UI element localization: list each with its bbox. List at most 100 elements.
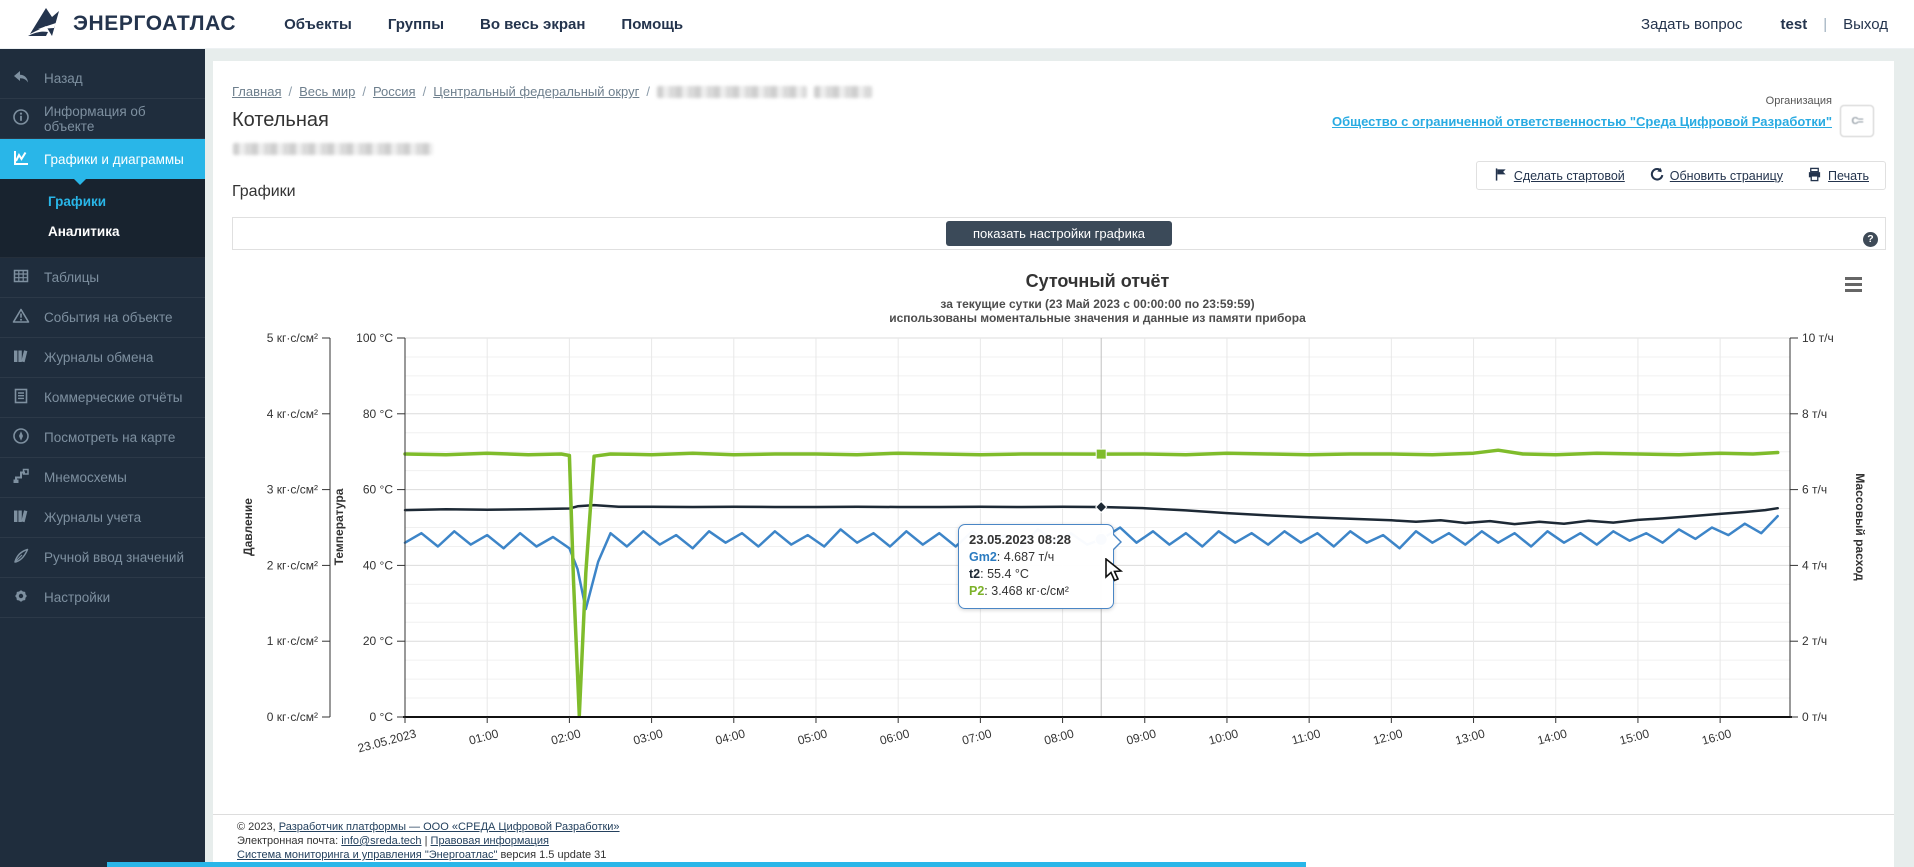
refresh-page-button[interactable]: Обновить страницу xyxy=(1649,167,1783,185)
svg-text:07:00: 07:00 xyxy=(961,726,994,747)
svg-text:10 т/ч: 10 т/ч xyxy=(1802,331,1834,345)
sidebar-item-label: Информация об объекте xyxy=(44,103,146,134)
footer-line-contacts: Электронная почта: info@sreda.tech | Пра… xyxy=(237,835,549,847)
chart-tooltip: 23.05.2023 08:28 Gm2: 4.687 т/ч t2: 55.4… xyxy=(958,524,1122,609)
chart-canvas[interactable]: 5 кг·с/см² 100 °C 10 т/ч 4 кг·с/см² 80 °C 8 т… xyxy=(213,255,1894,805)
organization-block: Организация Общество с ограниченной отве… xyxy=(1332,91,1874,137)
sidebar-item-exchange-journals[interactable]: Журналы обмена xyxy=(0,338,205,378)
section-title-graphs: Графики xyxy=(232,183,296,200)
sidebar-item-commercial-reports[interactable]: Коммерческие отчёты xyxy=(0,378,205,418)
organization-label: Организация xyxy=(1765,95,1832,107)
logout-link[interactable]: Выход xyxy=(1843,15,1888,33)
series-t2 xyxy=(403,503,1779,526)
menu-item-groups[interactable]: Группы xyxy=(387,15,444,33)
svg-text:4 т/ч: 4 т/ч xyxy=(1802,558,1827,572)
svg-text:12:00: 12:00 xyxy=(1371,726,1404,747)
sidebar-item-object-info[interactable]: Информация об объекте xyxy=(0,99,205,139)
info-icon xyxy=(11,108,31,129)
email-link[interactable]: info@sreda.tech xyxy=(341,835,422,847)
page-toolbar: Сделать стартовой Обновить страницу Печа… xyxy=(1475,161,1886,190)
books-icon xyxy=(11,347,31,368)
navbar-divider: | xyxy=(1823,15,1828,33)
gear-icon xyxy=(11,587,31,608)
svg-text:1 кг·с/см²: 1 кг·с/см² xyxy=(267,634,318,648)
developer-link[interactable]: Разработчик платформы — ООО «СРЕДА Цифро… xyxy=(278,821,620,833)
menu-item-help[interactable]: Помощь xyxy=(621,15,684,33)
breadcrumb-home[interactable]: Главная xyxy=(232,84,282,99)
chart-subtitle-1: за текущие сутки (23 Май 2023 с 00:00:00… xyxy=(940,297,1255,311)
help-icon[interactable]: ? xyxy=(1863,232,1878,247)
svg-text:Массовый расход: Массовый расход xyxy=(1853,473,1867,581)
sidebar-subitem-graphs[interactable]: Графики xyxy=(48,194,107,209)
svg-text:06:00: 06:00 xyxy=(878,726,911,747)
mnemo-icon xyxy=(11,467,31,488)
svg-text:05:00: 05:00 xyxy=(796,726,829,747)
sidebar-item-events[interactable]: События на объекте xyxy=(0,298,205,338)
content-area: Главная / Весь мир / Россия / Центральны… xyxy=(205,49,1914,867)
show-chart-settings-button[interactable]: показать настройки графика xyxy=(945,221,1173,246)
main-menu: Объекты Группы Во весь экран Помощь xyxy=(284,16,683,33)
tooltip-row-p2: P2: 3.468 кг·с/см² xyxy=(969,584,1069,598)
sidebar-item-label: Таблицы xyxy=(44,270,100,285)
svg-text:5 кг·с/см²: 5 кг·с/см² xyxy=(267,331,318,345)
energoatlas-logo-icon xyxy=(26,3,64,46)
sidebar-item-mnemoschemes[interactable]: Мнемосхемы xyxy=(0,458,205,498)
menu-item-fullscreen[interactable]: Во весь экран xyxy=(480,15,586,33)
organization-link[interactable]: Общество с ограниченной ответственностью… xyxy=(1332,114,1832,129)
svg-text:8 т/ч: 8 т/ч xyxy=(1802,407,1827,421)
sidebar-item-label: Назад xyxy=(44,71,83,86)
ask-question-link[interactable]: Задать вопрос xyxy=(1641,15,1743,33)
sidebar: Назад Информация об объекте Графики и ди… xyxy=(0,49,205,867)
breadcrumb-district[interactable]: Центральный федеральный округ xyxy=(433,84,640,99)
sidebar-item-back[interactable]: Назад xyxy=(0,59,205,99)
svg-text:6 т/ч: 6 т/ч xyxy=(1802,483,1827,497)
svg-text:0 °C: 0 °C xyxy=(370,710,394,724)
sidebar-item-charts[interactable]: Графики и диаграммы xyxy=(0,139,205,185)
svg-text:02:00: 02:00 xyxy=(550,726,583,747)
main-panel: Главная / Весь мир / Россия / Центральны… xyxy=(213,61,1894,867)
breadcrumb-redacted-segment[interactable] xyxy=(813,85,872,98)
sidebar-item-label: Коммерческие отчёты xyxy=(44,390,183,405)
svg-text:03:00: 03:00 xyxy=(632,726,665,747)
chart-container[interactable]: Суточный отчёт за текущие сутки (23 Май … xyxy=(213,255,1894,805)
svg-text:40 °C: 40 °C xyxy=(363,558,393,572)
marker-square-P2 xyxy=(1095,448,1107,460)
svg-text:80 °C: 80 °C xyxy=(363,407,393,421)
current-user[interactable]: test xyxy=(1780,15,1808,33)
sidebar-item-tables[interactable]: Таблицы xyxy=(0,258,205,298)
chart-menu-icon[interactable] xyxy=(1845,277,1862,295)
svg-text:15:00: 15:00 xyxy=(1618,726,1651,747)
compass-icon xyxy=(11,427,31,448)
make-start-page-button[interactable]: Сделать стартовой xyxy=(1493,167,1625,185)
svg-text:Давление: Давление xyxy=(241,498,255,556)
svg-text:04:00: 04:00 xyxy=(714,726,747,747)
sidebar-submenu: Графики Аналитика xyxy=(0,179,205,258)
sidebar-item-view-on-map[interactable]: Посмотреть на карте xyxy=(0,418,205,458)
system-link[interactable]: Система мониторинга и управления "Энерго… xyxy=(237,849,498,861)
top-navbar: ЭНЕРГОАТЛАС Объекты Группы Во весь экран… xyxy=(0,0,1914,49)
svg-text:20 °C: 20 °C xyxy=(363,634,393,648)
breadcrumb-separator: / xyxy=(288,84,293,99)
svg-text:23.05.2023: 23.05.2023 xyxy=(356,726,418,755)
tooltip-row-gm2: Gm2: 4.687 т/ч xyxy=(969,550,1055,564)
svg-text:60 °C: 60 °C xyxy=(363,483,393,497)
print-button[interactable]: Печать xyxy=(1807,167,1869,185)
footer-line-copyright: © 2023, Разработчик платформы — ООО «СРЕ… xyxy=(237,821,620,833)
sidebar-item-settings[interactable]: Настройки xyxy=(0,578,205,618)
breadcrumb-redacted-segment[interactable] xyxy=(656,85,807,98)
breadcrumb-russia[interactable]: Россия xyxy=(372,84,416,99)
sidebar-item-label: Журналы обмена xyxy=(44,350,154,365)
menu-item-objects[interactable]: Объекты xyxy=(284,15,352,33)
sidebar-subitem-analytics[interactable]: Аналитика xyxy=(48,224,120,239)
breadcrumb-separator: / xyxy=(362,84,366,99)
flag-icon xyxy=(1493,167,1508,185)
brand-logo[interactable]: ЭНЕРГОАТЛАС xyxy=(26,3,236,46)
sidebar-item-manual-input[interactable]: Ручной ввод значений xyxy=(0,538,205,578)
legal-info-link[interactable]: Правовая информация xyxy=(430,835,549,847)
svg-text:13:00: 13:00 xyxy=(1454,726,1487,747)
svg-text:16:00: 16:00 xyxy=(1700,726,1733,747)
breadcrumb-world[interactable]: Весь мир xyxy=(299,84,356,99)
organization-logo-button[interactable]: C= xyxy=(1840,105,1874,137)
sidebar-item-accounting-journals[interactable]: Журналы учета xyxy=(0,498,205,538)
brand-name: ЭНЕРГОАТЛАС xyxy=(73,12,237,35)
